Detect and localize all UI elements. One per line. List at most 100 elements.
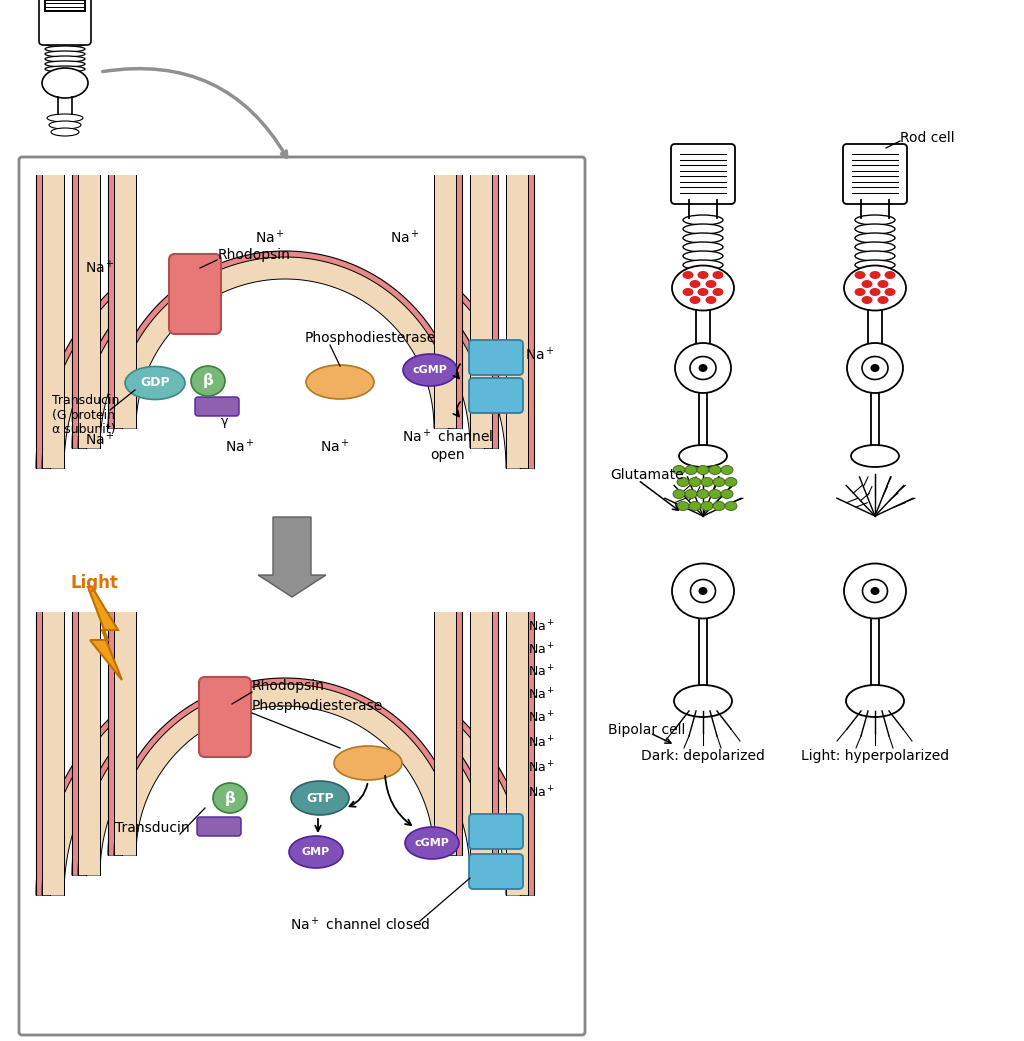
Ellipse shape <box>697 465 709 475</box>
Bar <box>72 175 86 448</box>
Text: Na$^+$ channel closed: Na$^+$ channel closed <box>290 916 430 934</box>
FancyBboxPatch shape <box>39 0 91 45</box>
Ellipse shape <box>854 271 865 279</box>
Ellipse shape <box>844 563 906 618</box>
Text: Light: hyperpolarized: Light: hyperpolarized <box>801 750 949 763</box>
Polygon shape <box>36 219 534 468</box>
Bar <box>42 612 63 895</box>
Polygon shape <box>88 587 122 680</box>
Ellipse shape <box>683 224 723 234</box>
FancyBboxPatch shape <box>469 340 523 375</box>
Ellipse shape <box>125 366 185 400</box>
Text: Na$^+$: Na$^+$ <box>255 229 285 247</box>
Ellipse shape <box>721 465 733 475</box>
Text: Na$^+$: Na$^+$ <box>225 438 255 456</box>
Ellipse shape <box>846 685 904 717</box>
Ellipse shape <box>49 121 81 129</box>
Bar <box>45 0 85 11</box>
Ellipse shape <box>689 478 701 486</box>
Polygon shape <box>122 612 449 855</box>
Ellipse shape <box>855 242 895 252</box>
Ellipse shape <box>885 271 896 279</box>
Ellipse shape <box>674 685 732 717</box>
Ellipse shape <box>697 271 709 279</box>
Ellipse shape <box>861 280 872 288</box>
Ellipse shape <box>725 478 737 486</box>
Ellipse shape <box>45 61 85 67</box>
Polygon shape <box>108 251 462 428</box>
Ellipse shape <box>679 445 727 467</box>
FancyBboxPatch shape <box>197 817 241 836</box>
Ellipse shape <box>869 288 881 296</box>
Text: Na$^+$: Na$^+$ <box>528 664 556 680</box>
Bar <box>520 175 534 468</box>
Ellipse shape <box>45 66 85 72</box>
Ellipse shape <box>677 502 689 510</box>
FancyBboxPatch shape <box>843 144 907 204</box>
Bar <box>449 612 462 855</box>
Bar <box>470 612 492 875</box>
Text: Na$^+$: Na$^+$ <box>528 760 556 776</box>
FancyArrow shape <box>258 517 326 596</box>
Text: Rhodopsin: Rhodopsin <box>252 679 325 693</box>
Polygon shape <box>114 257 456 428</box>
Ellipse shape <box>851 445 899 467</box>
Ellipse shape <box>689 296 700 304</box>
Bar <box>114 612 136 855</box>
Ellipse shape <box>42 68 88 98</box>
Text: GTP: GTP <box>306 791 334 805</box>
Text: Na$^+$ channel
open: Na$^+$ channel open <box>402 428 494 462</box>
Ellipse shape <box>683 233 723 243</box>
Bar <box>484 612 498 875</box>
Text: GDP: GDP <box>140 377 170 389</box>
Ellipse shape <box>334 746 402 780</box>
Bar <box>470 175 492 448</box>
Polygon shape <box>72 662 498 875</box>
Ellipse shape <box>878 296 889 304</box>
Ellipse shape <box>713 478 725 486</box>
Text: Na$^+$: Na$^+$ <box>390 229 420 247</box>
Ellipse shape <box>701 502 713 510</box>
Ellipse shape <box>721 489 733 499</box>
Ellipse shape <box>713 502 725 510</box>
Text: Na$^+$: Na$^+$ <box>321 438 350 456</box>
Polygon shape <box>42 225 528 468</box>
Text: cGMP: cGMP <box>415 838 450 848</box>
Ellipse shape <box>45 41 85 47</box>
FancyBboxPatch shape <box>169 254 221 334</box>
Ellipse shape <box>213 783 247 813</box>
Ellipse shape <box>690 356 716 380</box>
Ellipse shape <box>854 288 865 296</box>
Text: Light: Light <box>70 574 118 592</box>
Ellipse shape <box>855 224 895 234</box>
Ellipse shape <box>45 51 85 57</box>
Text: Rod cell: Rod cell <box>900 131 954 145</box>
Ellipse shape <box>683 271 693 279</box>
Text: Bipolar cell: Bipolar cell <box>608 723 685 737</box>
Ellipse shape <box>677 478 689 486</box>
Ellipse shape <box>709 489 721 499</box>
Text: Rhodopsin: Rhodopsin <box>218 248 291 262</box>
Ellipse shape <box>701 478 713 486</box>
Ellipse shape <box>306 365 374 399</box>
Bar <box>506 175 528 468</box>
Ellipse shape <box>47 115 83 122</box>
Ellipse shape <box>51 128 79 136</box>
Bar <box>520 612 534 895</box>
Ellipse shape <box>697 489 709 499</box>
Ellipse shape <box>683 251 723 261</box>
Text: γ: γ <box>221 414 228 428</box>
Text: GMP: GMP <box>302 847 330 857</box>
Ellipse shape <box>672 563 734 618</box>
Ellipse shape <box>870 587 880 595</box>
Ellipse shape <box>406 827 459 859</box>
FancyBboxPatch shape <box>671 144 735 204</box>
Ellipse shape <box>683 269 723 279</box>
Bar <box>72 612 86 875</box>
Ellipse shape <box>885 288 896 296</box>
Polygon shape <box>36 646 534 895</box>
Bar <box>108 612 122 855</box>
Ellipse shape <box>673 489 685 499</box>
Bar <box>449 175 462 428</box>
Ellipse shape <box>683 288 693 296</box>
